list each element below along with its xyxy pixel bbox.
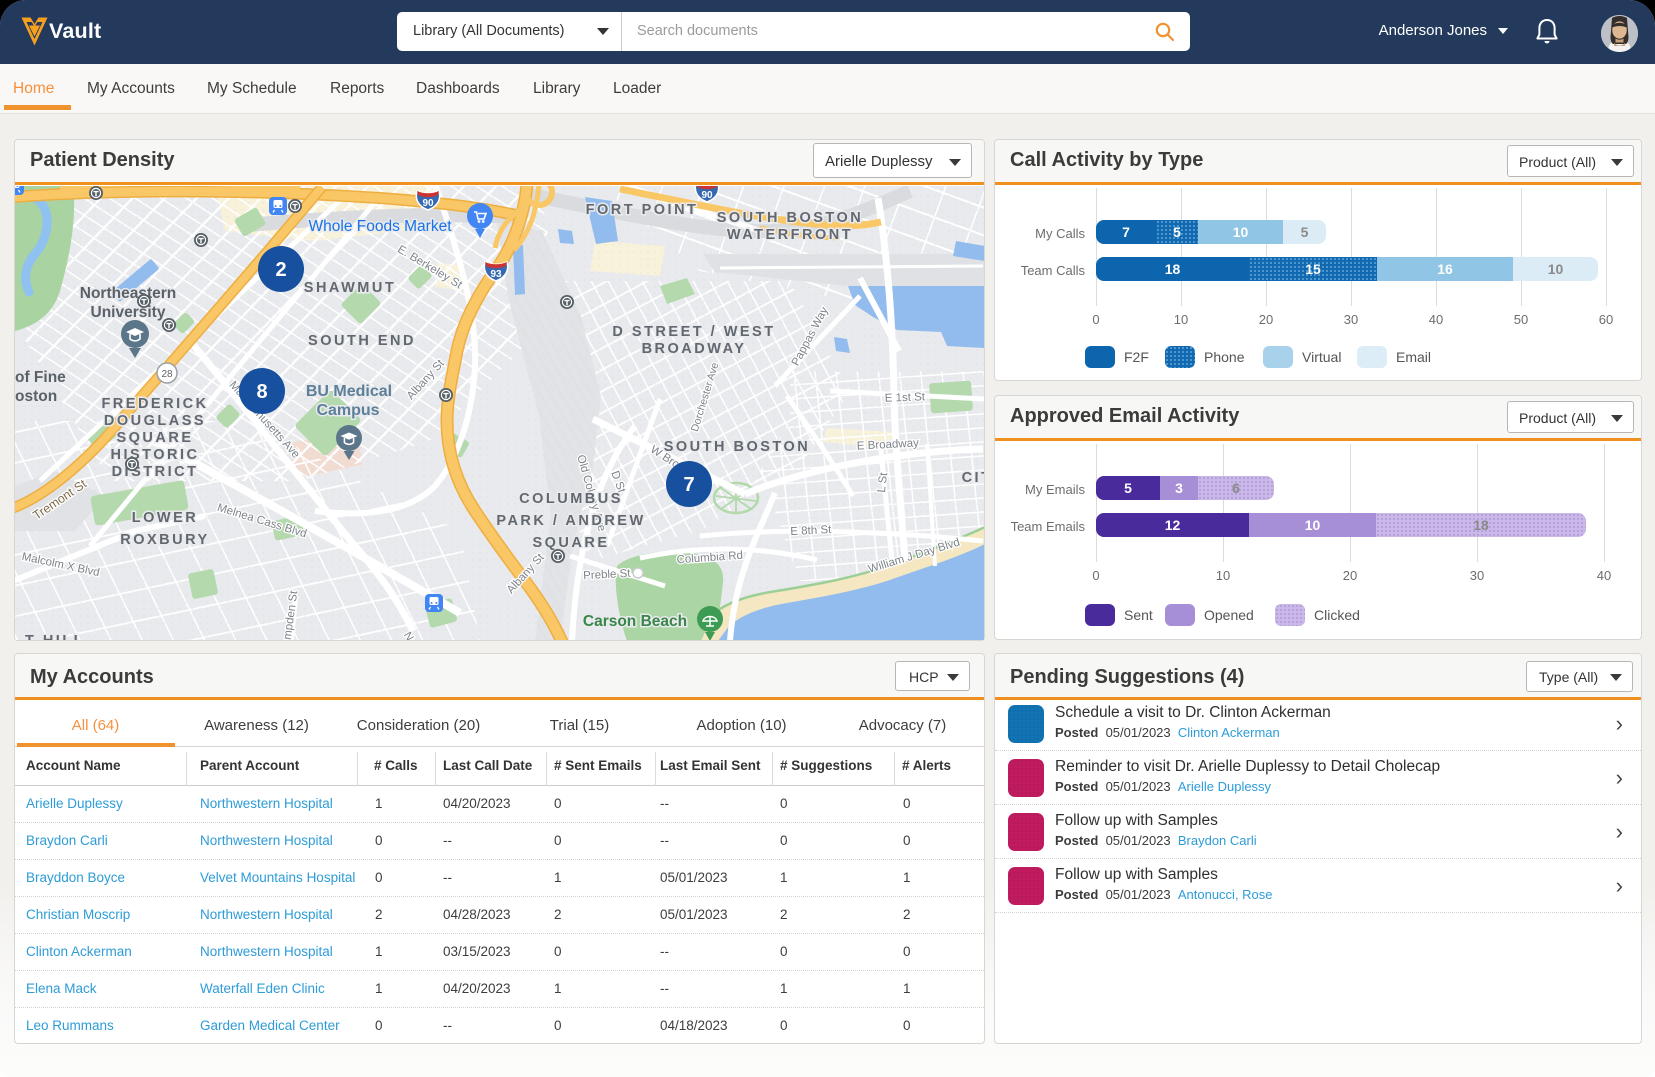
svg-text:LOWER: LOWER: [132, 510, 198, 526]
svg-text:No: No: [401, 630, 419, 640]
svg-text:SOUTH BOSTON: SOUTH BOSTON: [717, 210, 864, 226]
svg-text:SOUTH END: SOUTH END: [308, 333, 416, 349]
svg-text:CIT: CIT: [962, 470, 984, 486]
svg-text:SQUARE: SQUARE: [116, 430, 193, 446]
svg-text:BROADWAY: BROADWAY: [642, 341, 747, 357]
svg-text:D STREET / WEST: D STREET / WEST: [612, 324, 775, 340]
svg-text:DISTRICT: DISTRICT: [112, 464, 199, 480]
svg-text:7: 7: [683, 474, 694, 496]
svg-text:FREDERICK: FREDERICK: [101, 396, 208, 412]
svg-text:Columbia Rd: Columbia Rd: [676, 550, 743, 567]
svg-text:COLUMBUS: COLUMBUS: [519, 491, 623, 507]
svg-text:PARK / ANDREW: PARK / ANDREW: [496, 513, 645, 529]
svg-text:of Fine: of Fine: [15, 369, 66, 386]
svg-text:E 1st St: E 1st St: [885, 391, 926, 404]
svg-text:University: University: [91, 304, 166, 321]
svg-text:Carson Beach: Carson Beach: [583, 613, 687, 630]
svg-text:93: 93: [490, 269, 502, 280]
svg-text:oston: oston: [15, 388, 57, 405]
svg-text:90: 90: [701, 190, 713, 201]
svg-text:SOUTH BOSTON: SOUTH BOSTON: [664, 439, 811, 455]
svg-text:DOUGLASS: DOUGLASS: [104, 413, 206, 429]
svg-text:SHAWMUT: SHAWMUT: [304, 280, 396, 296]
svg-text:E Broadway: E Broadway: [857, 437, 920, 452]
svg-text:28: 28: [161, 369, 173, 380]
svg-text:E 8th St: E 8th St: [790, 524, 832, 538]
svg-text:Northeastern: Northeastern: [80, 285, 176, 302]
svg-text:ROXBURY: ROXBURY: [120, 532, 209, 548]
svg-text:Preble St: Preble St: [583, 568, 632, 583]
svg-text:L St: L St: [876, 471, 890, 493]
svg-text:8: 8: [256, 381, 267, 403]
svg-text:HISTORIC: HISTORIC: [110, 447, 199, 463]
svg-text:Whole Foods Market: Whole Foods Market: [309, 218, 453, 235]
svg-text:WATERFRONT: WATERFRONT: [727, 227, 853, 243]
svg-text:2: 2: [275, 259, 286, 281]
svg-text:BU Medical: BU Medical: [306, 383, 392, 400]
svg-text:90: 90: [422, 198, 434, 209]
svg-text:T HILL: T HILL: [25, 633, 85, 640]
svg-text:SQUARE: SQUARE: [532, 535, 609, 551]
svg-text:FORT POINT: FORT POINT: [586, 202, 699, 218]
svg-text:Campus: Campus: [316, 402, 379, 419]
